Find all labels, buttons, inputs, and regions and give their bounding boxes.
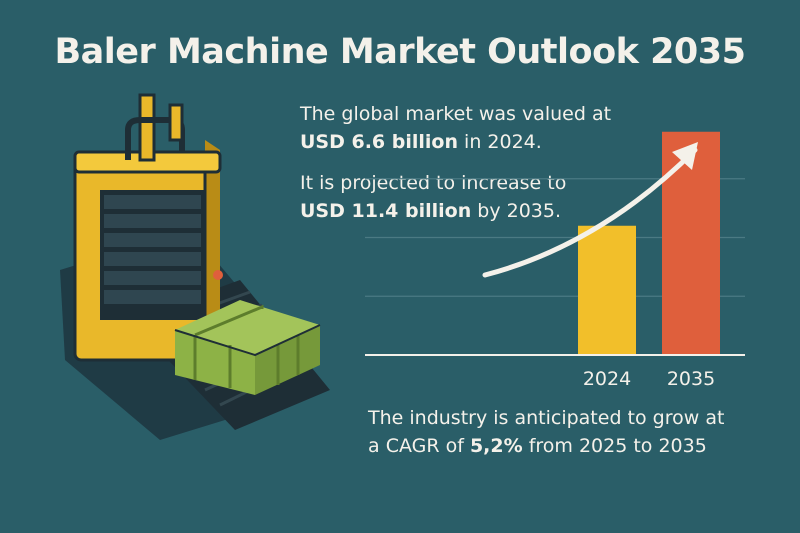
valuation-statement: The global market was valued at USD 6.6 …: [300, 100, 611, 156]
chart-bars: [578, 131, 720, 355]
cagr-intro: The industry is anticipated to grow at: [368, 407, 725, 429]
chart-x-ticks: 2024 2035: [583, 368, 715, 390]
growth-arrow-icon: [482, 147, 698, 278]
projection-suffix: by 2035.: [471, 200, 562, 222]
market-bar-chart: 2024 2035: [365, 131, 745, 390]
projection-statement: It is projected to increase to USD 11.4 …: [300, 169, 566, 225]
projection-value: USD 11.4 billion: [300, 200, 472, 222]
hay-bale-icon: [174, 300, 321, 395]
x-tick-label-2035: 2035: [667, 368, 715, 390]
bar-2024: [578, 225, 636, 355]
cagr-label: CAGR: [385, 435, 440, 457]
valuation-suffix: in 2024.: [458, 131, 542, 153]
valuation-intro: The global market was valued at: [300, 103, 612, 125]
growth-arrow-head: [672, 142, 698, 170]
x-tick-label-2024: 2024: [583, 368, 631, 390]
cagr-prefix: a: [368, 435, 386, 457]
projection-intro: It is projected to increase to: [300, 172, 567, 194]
cagr-mid: of: [439, 435, 470, 457]
page-title: Baler Machine Market Outlook 2035: [54, 32, 747, 72]
valuation-line: USD 6.6 billion in 2024.: [300, 128, 611, 156]
cagr-suffix: from 2025 to 2035: [522, 435, 707, 457]
cagr-line: a CAGR of 5,2% from 2025 to 2035: [368, 432, 724, 460]
projection-line: USD 11.4 billion by 2035.: [300, 197, 566, 225]
cagr-value: 5,2%: [469, 435, 523, 457]
cagr-statement: The industry is anticipated to grow at a…: [368, 404, 724, 460]
valuation-value: USD 6.6 billion: [300, 131, 459, 153]
